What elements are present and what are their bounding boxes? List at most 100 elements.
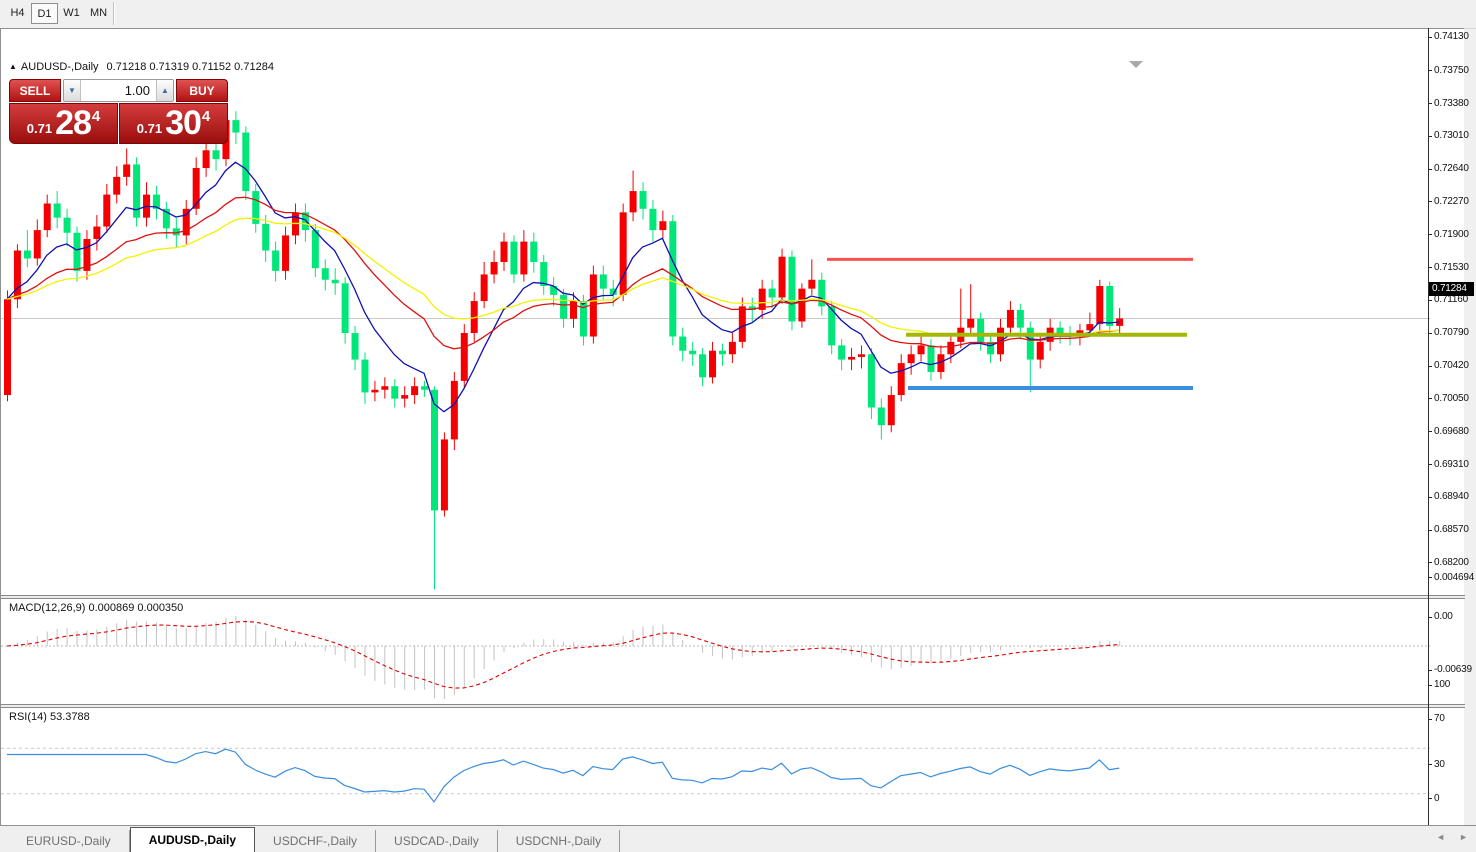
- candle-body: [550, 285, 558, 295]
- chart-tab-bar: EURUSD-,Daily AUDUSD-,Daily USDCHF-,Dail…: [0, 826, 1476, 852]
- macd-indicator-canvas[interactable]: [1, 599, 1430, 704]
- candle-body: [490, 262, 498, 275]
- timeframe-tab-d1[interactable]: D1: [31, 3, 58, 24]
- timeframe-tab-mn[interactable]: MN: [89, 7, 108, 19]
- candle-body: [788, 256, 796, 322]
- candle-body: [937, 354, 945, 373]
- candle-body: [1086, 324, 1094, 331]
- tab-bar-divider: [0, 825, 1476, 826]
- sell-price-button[interactable]: 0.71 28 4: [9, 103, 118, 144]
- chart-tab-usdchf[interactable]: USDCHF-,Daily: [255, 830, 377, 852]
- candle-body: [341, 283, 349, 333]
- candle-body: [1016, 309, 1024, 328]
- collapse-arrow-icon[interactable]: ▲: [9, 62, 17, 71]
- candle-body: [1026, 327, 1034, 360]
- price-axis-tick: [1428, 366, 1432, 367]
- rsi-axis-label: 70: [1434, 713, 1445, 724]
- panel-splitter[interactable]: [1, 595, 1465, 599]
- tab-scroll-left-icon[interactable]: ◄: [1436, 832, 1446, 842]
- candle-body: [520, 241, 528, 275]
- candle-body: [133, 164, 141, 218]
- buy-button[interactable]: BUY: [176, 79, 228, 102]
- timeframe-tab-h4[interactable]: H4: [10, 7, 25, 19]
- candle-body: [768, 288, 776, 298]
- price-axis-label: 0.69310: [1434, 459, 1469, 470]
- candle-body: [361, 359, 369, 393]
- price-axis-tick: [1428, 398, 1432, 399]
- candle-body: [470, 301, 478, 333]
- candle-body: [540, 262, 548, 286]
- buy-price-button[interactable]: 0.71 30 4: [119, 103, 228, 144]
- price-axis-tick: [1428, 333, 1432, 334]
- price-axis-label: 0.72270: [1434, 196, 1469, 207]
- rsi-axis-label: 30: [1434, 759, 1445, 770]
- candle-body: [421, 386, 429, 390]
- candle-body: [4, 299, 11, 396]
- ma-line-fast-ema: [6, 161, 1120, 413]
- macd-indicator-label: MACD(12,26,9) 0.000869 0.000350: [9, 602, 184, 614]
- candle-body: [331, 279, 339, 284]
- candle-body: [887, 395, 895, 426]
- price-axis-label: 0.73010: [1434, 130, 1469, 141]
- candle-body: [867, 354, 875, 408]
- rsi-axis-tick: [1428, 685, 1432, 686]
- price-axis-label: 0.70420: [1434, 360, 1469, 371]
- candle-body: [699, 354, 707, 378]
- candle-body: [927, 345, 935, 373]
- candle-body: [43, 203, 51, 231]
- candle-body: [599, 274, 607, 289]
- candle-body: [977, 318, 985, 342]
- candle-body: [669, 221, 677, 337]
- rsi-indicator-canvas[interactable]: [1, 708, 1430, 834]
- chart-window: ▲ AUDUSD-,Daily 0.71218 0.71319 0.71152 0.…: [0, 28, 1465, 852]
- tab-scroll-right-icon[interactable]: ►: [1459, 832, 1468, 842]
- volume-input[interactable]: [81, 80, 156, 101]
- chart-tab-audusd[interactable]: AUDUSD-,Daily: [129, 827, 256, 852]
- candle-body: [748, 306, 756, 310]
- price-axis[interactable]: 0.74130 0.73750 0.73380 0.73010 0.72640 0.722…: [1428, 28, 1475, 825]
- price-axis-tick: [1428, 464, 1432, 465]
- price-axis-tick: [1428, 497, 1432, 498]
- arrow-up-icon: ▲: [161, 86, 169, 95]
- price-axis-label: 0.70790: [1434, 327, 1469, 338]
- price-axis-tick: [1428, 530, 1432, 531]
- timeframe-toolbar: H4 D1 W1 MN: [0, 0, 1476, 29]
- arrow-down-icon: ▼: [68, 86, 76, 95]
- panel-splitter[interactable]: [1, 704, 1465, 708]
- candle-body: [182, 208, 190, 236]
- volume-increase-button[interactable]: ▲: [156, 80, 173, 101]
- tab-scroll-buttons: ◄ ►: [1436, 832, 1468, 842]
- candle-body: [778, 256, 786, 298]
- price-axis-label: 0.74130: [1434, 31, 1469, 42]
- chart-tab-eurusd[interactable]: EURUSD-,Daily: [8, 830, 130, 852]
- volume-decrease-button[interactable]: ▼: [64, 80, 81, 101]
- candle-body: [83, 238, 91, 271]
- ohlc-values: 0.71218 0.71319 0.71152 0.71284: [106, 61, 274, 73]
- candle-body: [391, 386, 399, 399]
- candle-body: [609, 288, 617, 295]
- candle-body: [679, 336, 687, 351]
- candle-body: [619, 212, 627, 295]
- rsi-line: [7, 748, 1120, 803]
- buy-price-sup: 4: [201, 108, 211, 125]
- chart-tab-usdcnh[interactable]: USDCNH-,Daily: [498, 830, 621, 852]
- chart-shift-marker-icon[interactable]: [1129, 61, 1143, 68]
- rsi-axis-tick: [1428, 764, 1432, 765]
- chart-tab-usdcad[interactable]: USDCAD-,Daily: [376, 830, 498, 852]
- candle-body: [907, 354, 915, 364]
- macd-axis-label: -0.00639: [1434, 664, 1472, 675]
- candle-body: [212, 150, 220, 160]
- price-axis-label: 0.73750: [1434, 65, 1469, 76]
- candle-body: [23, 250, 31, 259]
- price-chart-canvas[interactable]: [1, 57, 1430, 595]
- timeframe-tab-w1[interactable]: W1: [63, 7, 80, 19]
- candle-body: [450, 380, 458, 440]
- macd-axis-tick: [1428, 577, 1432, 578]
- candle-body: [113, 176, 121, 195]
- candle-body: [689, 350, 697, 355]
- candle-body: [321, 268, 329, 280]
- candle-body: [1116, 318, 1124, 326]
- candle-body: [828, 306, 836, 346]
- candle-body: [947, 341, 955, 355]
- sell-button[interactable]: SELL: [9, 79, 61, 102]
